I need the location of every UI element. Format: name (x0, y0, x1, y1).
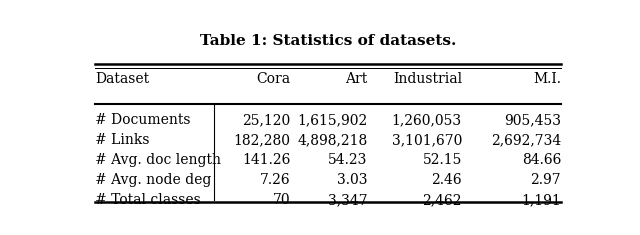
Text: 1,260,053: 1,260,053 (392, 113, 462, 127)
Text: 2.97: 2.97 (531, 173, 561, 187)
Text: 54.23: 54.23 (328, 153, 367, 167)
Text: 2,462: 2,462 (422, 193, 462, 207)
Text: 2.46: 2.46 (431, 173, 462, 187)
Text: Dataset: Dataset (95, 72, 149, 86)
Text: 25,120: 25,120 (243, 113, 291, 127)
Text: 3.03: 3.03 (337, 173, 367, 187)
Text: 70: 70 (273, 193, 291, 207)
Text: 1,615,902: 1,615,902 (298, 113, 367, 127)
Text: 182,280: 182,280 (234, 133, 291, 147)
Text: Cora: Cora (257, 72, 291, 86)
Text: 3,347: 3,347 (328, 193, 367, 207)
Text: 84.66: 84.66 (522, 153, 561, 167)
Text: # Avg. node deg: # Avg. node deg (95, 173, 211, 187)
Text: # Total classes: # Total classes (95, 193, 200, 207)
Text: 1,191: 1,191 (522, 193, 561, 207)
Text: 141.26: 141.26 (243, 153, 291, 167)
Text: # Avg. doc length: # Avg. doc length (95, 153, 221, 167)
Text: # Links: # Links (95, 133, 149, 147)
Text: Table 1: Statistics of datasets.: Table 1: Statistics of datasets. (200, 34, 456, 48)
Text: # Documents: # Documents (95, 113, 190, 127)
Text: 3,101,670: 3,101,670 (392, 133, 462, 147)
Text: 4,898,218: 4,898,218 (298, 133, 367, 147)
Text: 905,453: 905,453 (504, 113, 561, 127)
Text: 7.26: 7.26 (260, 173, 291, 187)
Text: 2,692,734: 2,692,734 (491, 133, 561, 147)
Text: M.I.: M.I. (533, 72, 561, 86)
Text: Art: Art (346, 72, 367, 86)
Text: Industrial: Industrial (393, 72, 462, 86)
Text: 52.15: 52.15 (422, 153, 462, 167)
